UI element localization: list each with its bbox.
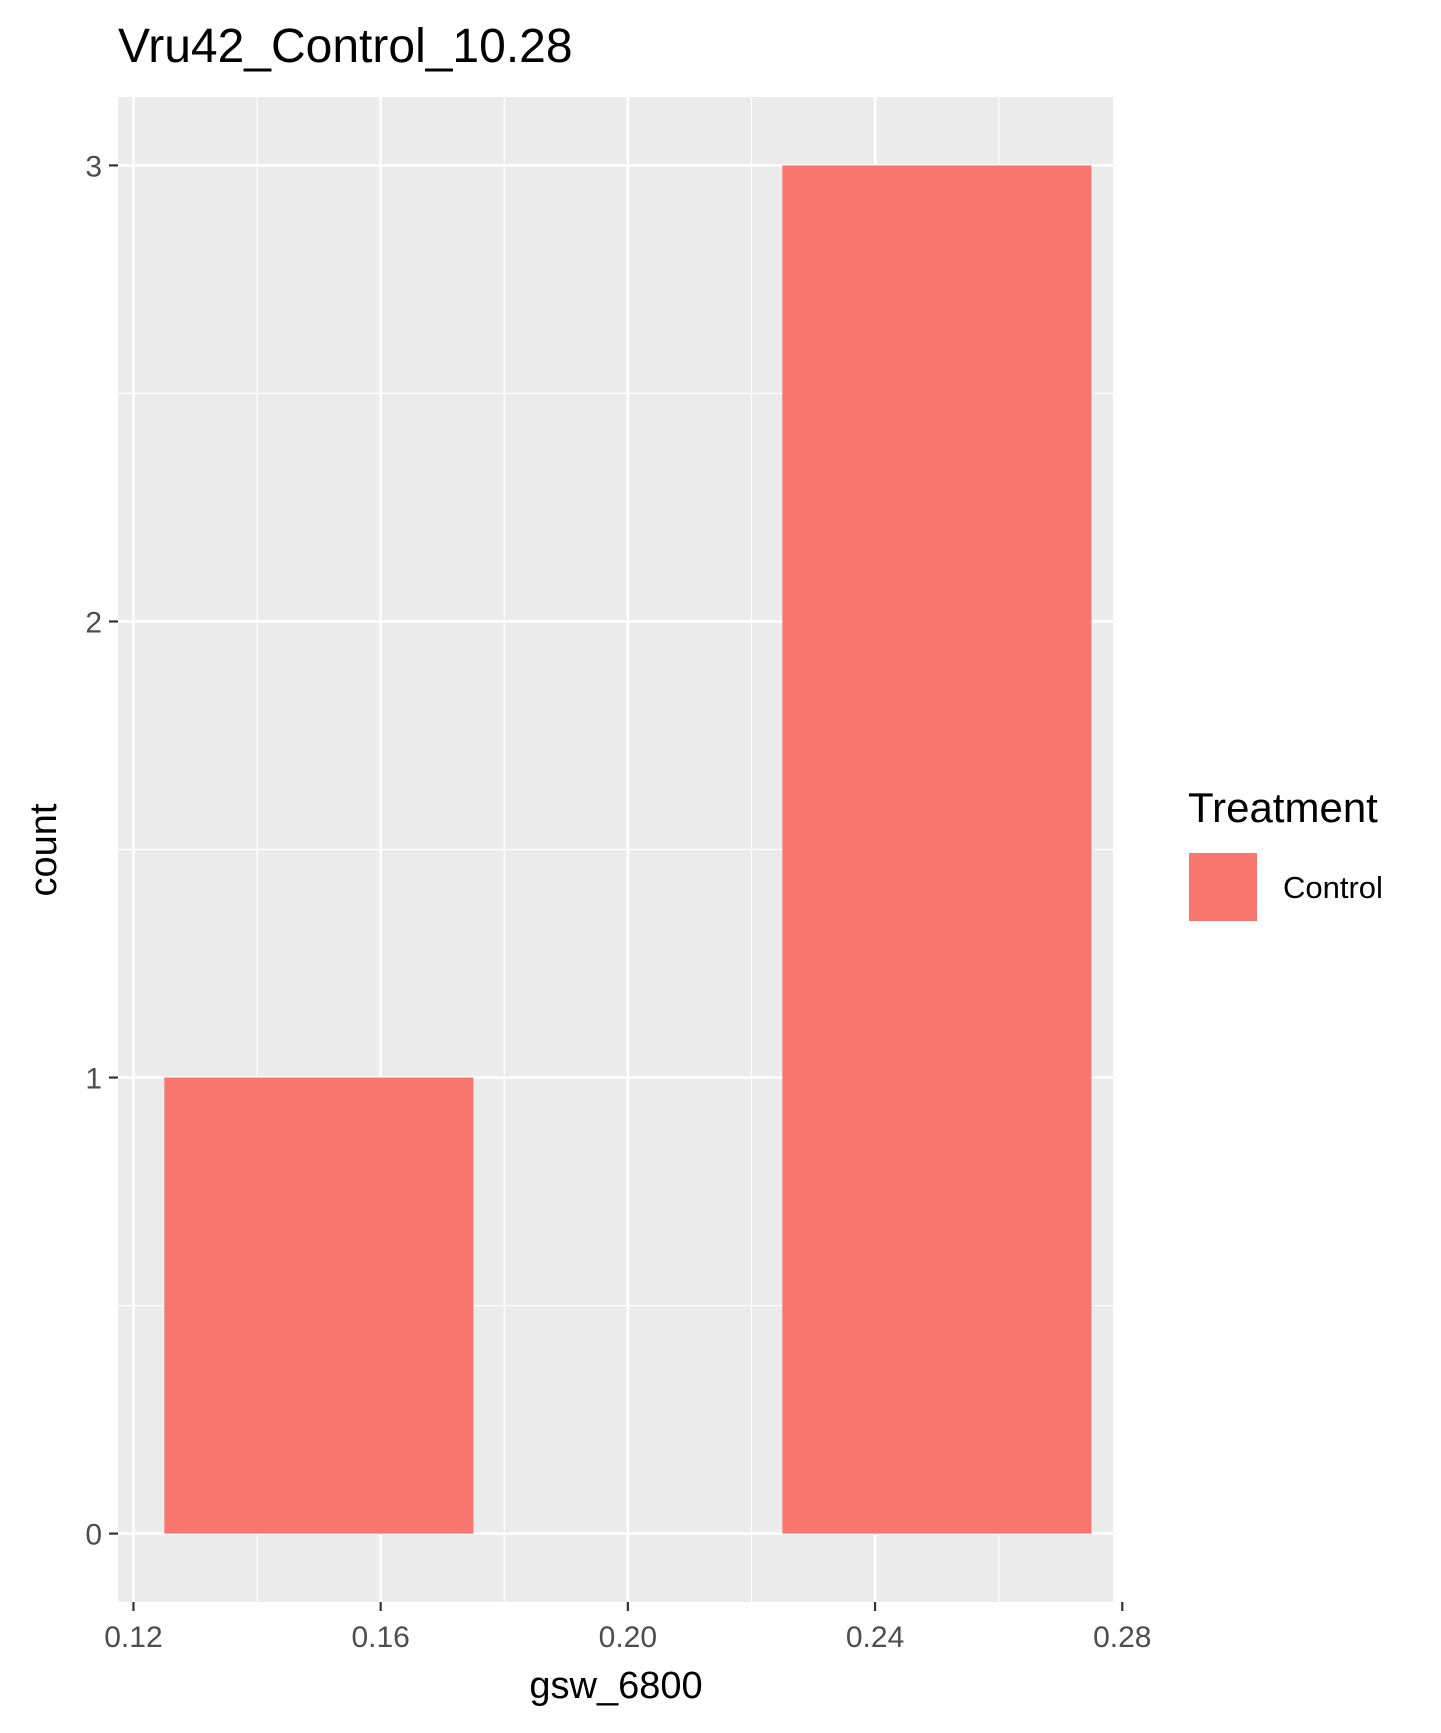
y-axis-title: count <box>23 803 65 896</box>
x-tick-label: 0.12 <box>104 1621 162 1654</box>
histogram-bar-2 <box>782 165 1092 1534</box>
chart-title: Vru42_Control_10.28 <box>118 20 573 73</box>
legend-title: Treatment <box>1188 784 1378 831</box>
x-tick-label: 0.16 <box>351 1621 409 1654</box>
x-axis-title: gsw_6800 <box>529 1665 702 1707</box>
y-tick-label: 2 <box>85 606 102 639</box>
x-axis-ticks: 0.12 0.16 0.20 0.24 0.28 <box>104 1602 1151 1654</box>
y-axis-ticks: 0 1 2 3 <box>85 150 118 1552</box>
bars <box>164 165 1092 1534</box>
histogram-bar-1 <box>164 1077 474 1534</box>
legend: Treatment Control <box>1187 784 1383 923</box>
y-tick-label: 1 <box>85 1063 102 1096</box>
x-tick-label: 0.24 <box>846 1621 904 1654</box>
legend-label-control: Control <box>1283 870 1383 905</box>
x-tick-label: 0.28 <box>1093 1621 1151 1654</box>
y-tick-label: 3 <box>85 150 102 183</box>
y-tick-label: 0 <box>85 1519 102 1552</box>
legend-key-control <box>1187 851 1259 923</box>
x-tick-label: 0.20 <box>599 1621 657 1654</box>
